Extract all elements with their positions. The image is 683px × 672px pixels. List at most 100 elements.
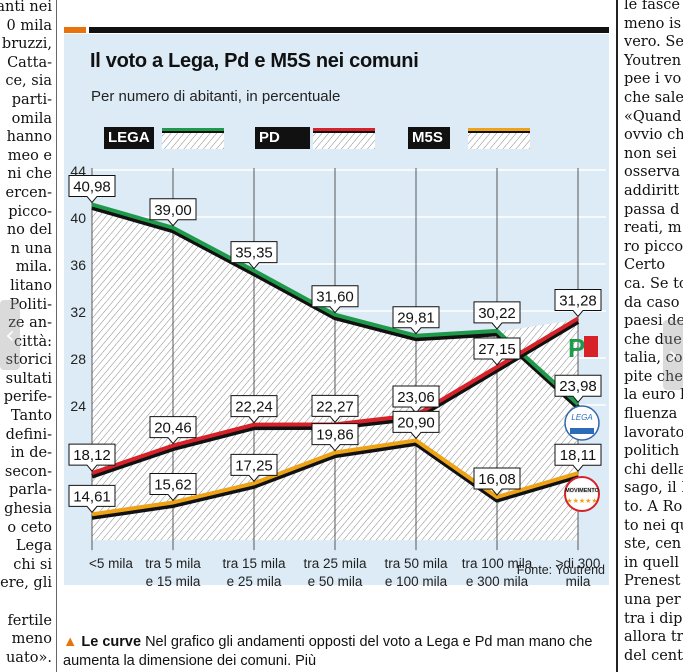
article-line: ni che: [7, 166, 52, 183]
data-label-text: 35,35: [235, 245, 273, 262]
lega-logo-band: [570, 428, 594, 434]
article-line: fertile: [7, 612, 52, 629]
data-label-box: [149, 416, 197, 445]
data-label-text: 39,00: [154, 202, 192, 219]
article-right-text: le fasce meno is vero. Se Youtren pee i vo ch…: [624, 0, 683, 665]
article-line: to. A Ro: [624, 499, 683, 516]
data-label-box: [392, 306, 440, 335]
data-label: 22,27: [311, 394, 359, 424]
y-tick-label: 28: [70, 351, 86, 367]
article-left-column: anti nei 0 mila bruzzi, Catta-ce, sia parti-…: [0, 0, 52, 672]
y-tick-label: 36: [70, 257, 86, 273]
article-line: parla-: [8, 482, 52, 499]
next-page-button[interactable]: ›: [663, 320, 683, 390]
article-line: ro picco: [624, 238, 683, 255]
article-line: talia, co: [624, 350, 683, 367]
chevron-right-icon: ›: [668, 341, 678, 369]
article-line: uato».: [5, 649, 52, 666]
data-label: 20,90: [392, 410, 440, 440]
article-line: ere, gli: [0, 575, 52, 592]
x-tick-label: tra 100 mila: [462, 556, 533, 571]
series-line-m5s: [91, 438, 579, 517]
article-line: meno is: [624, 15, 682, 32]
article-line: Youtren: [624, 52, 682, 69]
article-line: vero. Se: [624, 34, 683, 51]
article-line: reati, m: [624, 220, 682, 237]
data-label-text: 14,61: [73, 488, 111, 505]
article-left-text: anti nei 0 mila bruzzi, Catta-ce, sia parti-…: [0, 0, 52, 667]
article-line: defini-: [5, 426, 52, 443]
data-label: 23,98: [554, 374, 602, 404]
article-line: meno: [11, 631, 52, 648]
article-line: meo e: [7, 147, 52, 164]
article-line: chi della: [624, 461, 683, 478]
article-line: ca. Se to: [624, 275, 683, 292]
article-line: Prenest: [624, 573, 681, 590]
data-label-text: 18,11: [560, 447, 596, 464]
article-line: ze an-: [8, 315, 52, 332]
legend-swatch-pd: [313, 128, 375, 149]
data-label: 18,11: [554, 443, 602, 472]
series-line-lega: [91, 202, 580, 406]
article-line: paesi de: [624, 313, 683, 330]
x-tick-label: tra 15 mila: [222, 556, 286, 571]
data-label-box: [554, 288, 602, 318]
data-label-box: [473, 467, 521, 496]
article-line: «Quand: [624, 108, 682, 125]
article-line: secon-: [4, 463, 52, 480]
article-line: fluenza: [624, 406, 678, 423]
article-line: ovvio ch: [624, 127, 683, 144]
article-line: 0 mila: [6, 17, 52, 34]
m5s-logo-text: MOVIMENTO: [565, 488, 600, 494]
legend-label-lega: LEGA: [104, 127, 154, 149]
data-label-text: 22,27: [316, 398, 354, 415]
lega-salvini-logo: LEGA: [564, 405, 600, 441]
data-label: 35,35: [230, 241, 278, 270]
article-line: litano: [10, 277, 52, 294]
series-shadow-m5s: [91, 440, 579, 520]
m5s-logo-stars: ★★★★★: [566, 497, 597, 505]
article-line: allora tr: [624, 629, 683, 646]
caption-lead: Le curve: [81, 634, 142, 650]
data-label: 20,46: [149, 416, 197, 445]
article-line: bruzzi,: [1, 36, 52, 53]
data-label-box: [554, 374, 602, 404]
series-shadow-lega: [91, 205, 580, 410]
article-line: in de-: [10, 445, 52, 462]
data-label-box: [311, 394, 359, 424]
data-label: 17,25: [230, 453, 278, 483]
prev-page-button[interactable]: ‹: [0, 300, 20, 370]
x-tick-label: <5 mila: [89, 556, 133, 571]
m5s-logo: MOVIMENTO ★★★★★: [564, 476, 600, 512]
article-line: non sei: [624, 145, 677, 162]
article-line: hanno: [6, 129, 52, 146]
article-line: o ceto: [7, 519, 52, 536]
article-line: da caso: [624, 294, 680, 311]
article-line: Certo: [624, 257, 666, 274]
article-line: mila.: [15, 259, 52, 276]
article-line: lavorato: [624, 424, 683, 441]
lega-logo-text: LEGA: [571, 413, 592, 422]
pd-logo-text: P: [568, 333, 585, 363]
x-tick-label: tra 5 mila: [145, 556, 201, 571]
article-line: passa d: [624, 201, 680, 218]
column-divider-left: [56, 0, 57, 672]
article-line: che sale: [624, 89, 683, 106]
article-line: chi si: [13, 556, 52, 573]
legend-label-m5s: M5S: [408, 127, 450, 149]
x-tick-label: e 100 mila: [385, 574, 448, 589]
article-line: sultati: [5, 370, 52, 387]
x-tick-label: e 25 mila: [227, 574, 282, 589]
data-label-box: [392, 385, 440, 414]
x-tick-label: e 50 mila: [308, 574, 363, 589]
pd-logo: P: [568, 333, 598, 363]
article-line: perife-: [3, 389, 52, 406]
y-tick-label: 24: [70, 398, 86, 414]
data-label: 31,28: [554, 288, 602, 318]
data-label-text: 18,12: [73, 447, 111, 464]
y-tick-label: 32: [70, 304, 86, 320]
data-label-text: 16,08: [478, 471, 516, 488]
article-line: pee i vo: [624, 71, 682, 88]
article-line: Catta-: [7, 54, 52, 71]
